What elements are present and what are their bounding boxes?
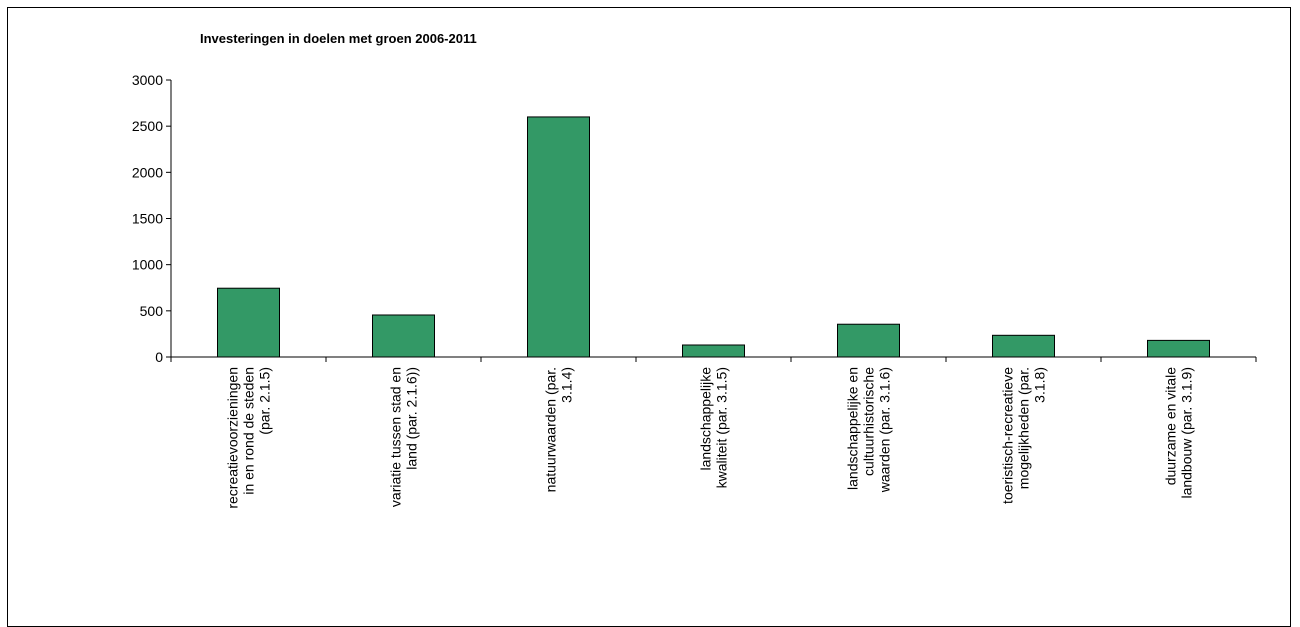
y-tick-label: 3000 <box>132 72 163 88</box>
bar <box>527 116 590 358</box>
x-category-label-line: waarden (par. 3.1.6) <box>877 367 893 493</box>
x-category-label-line: kwaliteit (par. 3.1.5) <box>714 367 730 488</box>
y-tick-label: 500 <box>140 303 164 319</box>
y-tick-label: 1500 <box>132 211 163 227</box>
x-category-label-line: cultuurhistorische <box>861 367 877 476</box>
x-category-label: natuurwaarden (par. 3.1.4) <box>543 367 575 492</box>
x-category-label-line: natuurwaarden (par. <box>543 367 559 492</box>
x-category-label-line: land (par. 2.1.6)) <box>404 367 420 470</box>
x-category-label-line: landschappelijke <box>698 367 714 471</box>
x-category-label: variatie tussen stad en land (par. 2.1.6)… <box>388 367 420 507</box>
y-tick-label: 0 <box>155 349 163 365</box>
x-category-label-line: mogelijkheden (par. <box>1016 367 1032 489</box>
x-category-label: landschappelijke en cultuurhistorische waa… <box>845 367 893 494</box>
x-category-label-line: 3.1.4) <box>559 367 575 403</box>
x-category-label: landschappelijke kwaliteit (par. 3.1.5) <box>698 367 730 489</box>
x-category-label: recreatievoorzieningen in en rond de sted… <box>225 367 273 509</box>
y-tick-label: 1000 <box>132 257 163 273</box>
x-category-label-line: landbouw (par. 3.1.9) <box>1179 367 1195 499</box>
x-category-label-line: (par. 2.1.5) <box>257 367 273 435</box>
x-category-label-line: toeristisch-recreatieve <box>1000 367 1016 504</box>
x-category-label-line: landschappelijke en <box>845 367 861 490</box>
x-category-label: duurzame en vitale landbouw (par. 3.1.9) <box>1163 367 1195 499</box>
x-category-label-line: in en rond de steden <box>241 367 257 495</box>
x-category-label-line: duurzame en vitale <box>1163 367 1179 486</box>
bar <box>217 287 280 358</box>
chart-title: Investeringen in doelen met groen 2006-2… <box>200 31 477 46</box>
bar <box>837 323 900 358</box>
x-category-label-line: 3.1.8) <box>1032 367 1048 403</box>
x-category-label: toeristisch-recreatieve mogelijkheden (pa… <box>1000 367 1048 504</box>
bar <box>992 334 1055 358</box>
x-category-label-line: variatie tussen stad en <box>388 367 404 507</box>
y-tick-label: 2000 <box>132 164 163 180</box>
bar <box>682 344 745 358</box>
bar <box>372 314 435 358</box>
y-tick-label: 2500 <box>132 118 163 134</box>
bar <box>1147 339 1210 358</box>
x-category-label-line: recreatievoorzieningen <box>225 367 241 509</box>
